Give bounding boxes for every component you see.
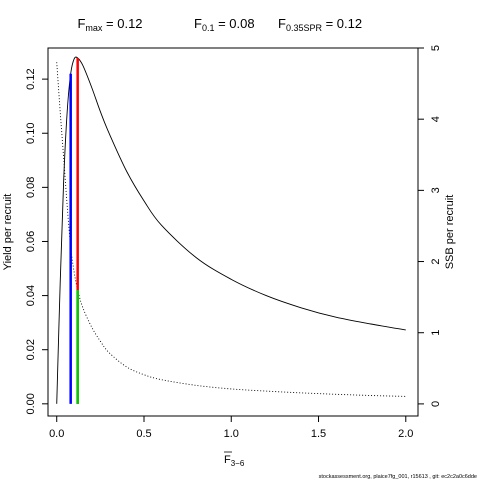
x-axis-label-main: F	[224, 454, 231, 466]
title-f35-value: = 0.12	[322, 16, 362, 31]
chart-title-f01: F0.1 = 0.08	[194, 16, 255, 33]
plot-frame	[47, 47, 419, 417]
y-tick-label-right: 2	[430, 258, 442, 264]
y-tick-label-left: 0.04	[25, 285, 37, 306]
chart-title: Fmax = 0.12	[77, 16, 142, 33]
y-axis-left-label: Yield per recruit	[2, 194, 14, 271]
title-f01-value: = 0.08	[214, 16, 254, 31]
x-axis-label: F3−6	[224, 454, 245, 468]
title-fmax-symbol: F	[77, 16, 85, 31]
title-f35-subscript: 0.35SPR	[286, 23, 323, 33]
y-tick-label-right: 3	[430, 187, 442, 193]
y-tick-label-right: 0	[430, 401, 442, 407]
x-axis-label-subscript: 3−6	[231, 459, 245, 468]
title-f01-subscript: 0.1	[202, 23, 215, 33]
title-f01-symbol: F	[194, 16, 202, 31]
y-tick-label-left: 0.10	[25, 123, 37, 144]
data-layer	[56, 56, 406, 404]
yield-per-recruit-line	[56, 56, 406, 404]
y-tick-label-left: 0.12	[25, 68, 37, 89]
x-tick-label: 1.5	[311, 428, 326, 440]
y-tick-label-right: 5	[430, 45, 442, 51]
title-f35-symbol: F	[278, 16, 286, 31]
y-tick-label-right: 4	[430, 116, 442, 122]
title-fmax-value: = 0.12	[102, 16, 142, 31]
x-tick-label: 1.0	[224, 428, 239, 440]
footer-note: stockassessment.org, plaice7fg_001, r156…	[319, 474, 477, 480]
x-tick-label: 0.5	[136, 428, 151, 440]
chart-title-f35: F0.35SPR = 0.12	[278, 16, 362, 33]
y-tick-label-left: 0.02	[25, 339, 37, 360]
ssb-per-recruit-line	[56, 62, 406, 397]
axes-layer: 0.0 0.5 1.0 1.5 2.0 0.00 0.02 0.04 0.06 0.08 0.10 0…	[25, 45, 442, 440]
y-tick-label-right: 1	[430, 330, 442, 336]
y-tick-label-left: 0.00	[25, 393, 37, 414]
y-axis-right-label: SSB per recruit	[444, 195, 456, 270]
title-fmax-subscript: max	[85, 23, 103, 33]
y-tick-label-left: 0.08	[25, 177, 37, 198]
x-tick-label: 0.0	[49, 428, 64, 440]
x-tick-label: 2.0	[398, 428, 413, 440]
y-tick-label-left: 0.06	[25, 231, 37, 252]
